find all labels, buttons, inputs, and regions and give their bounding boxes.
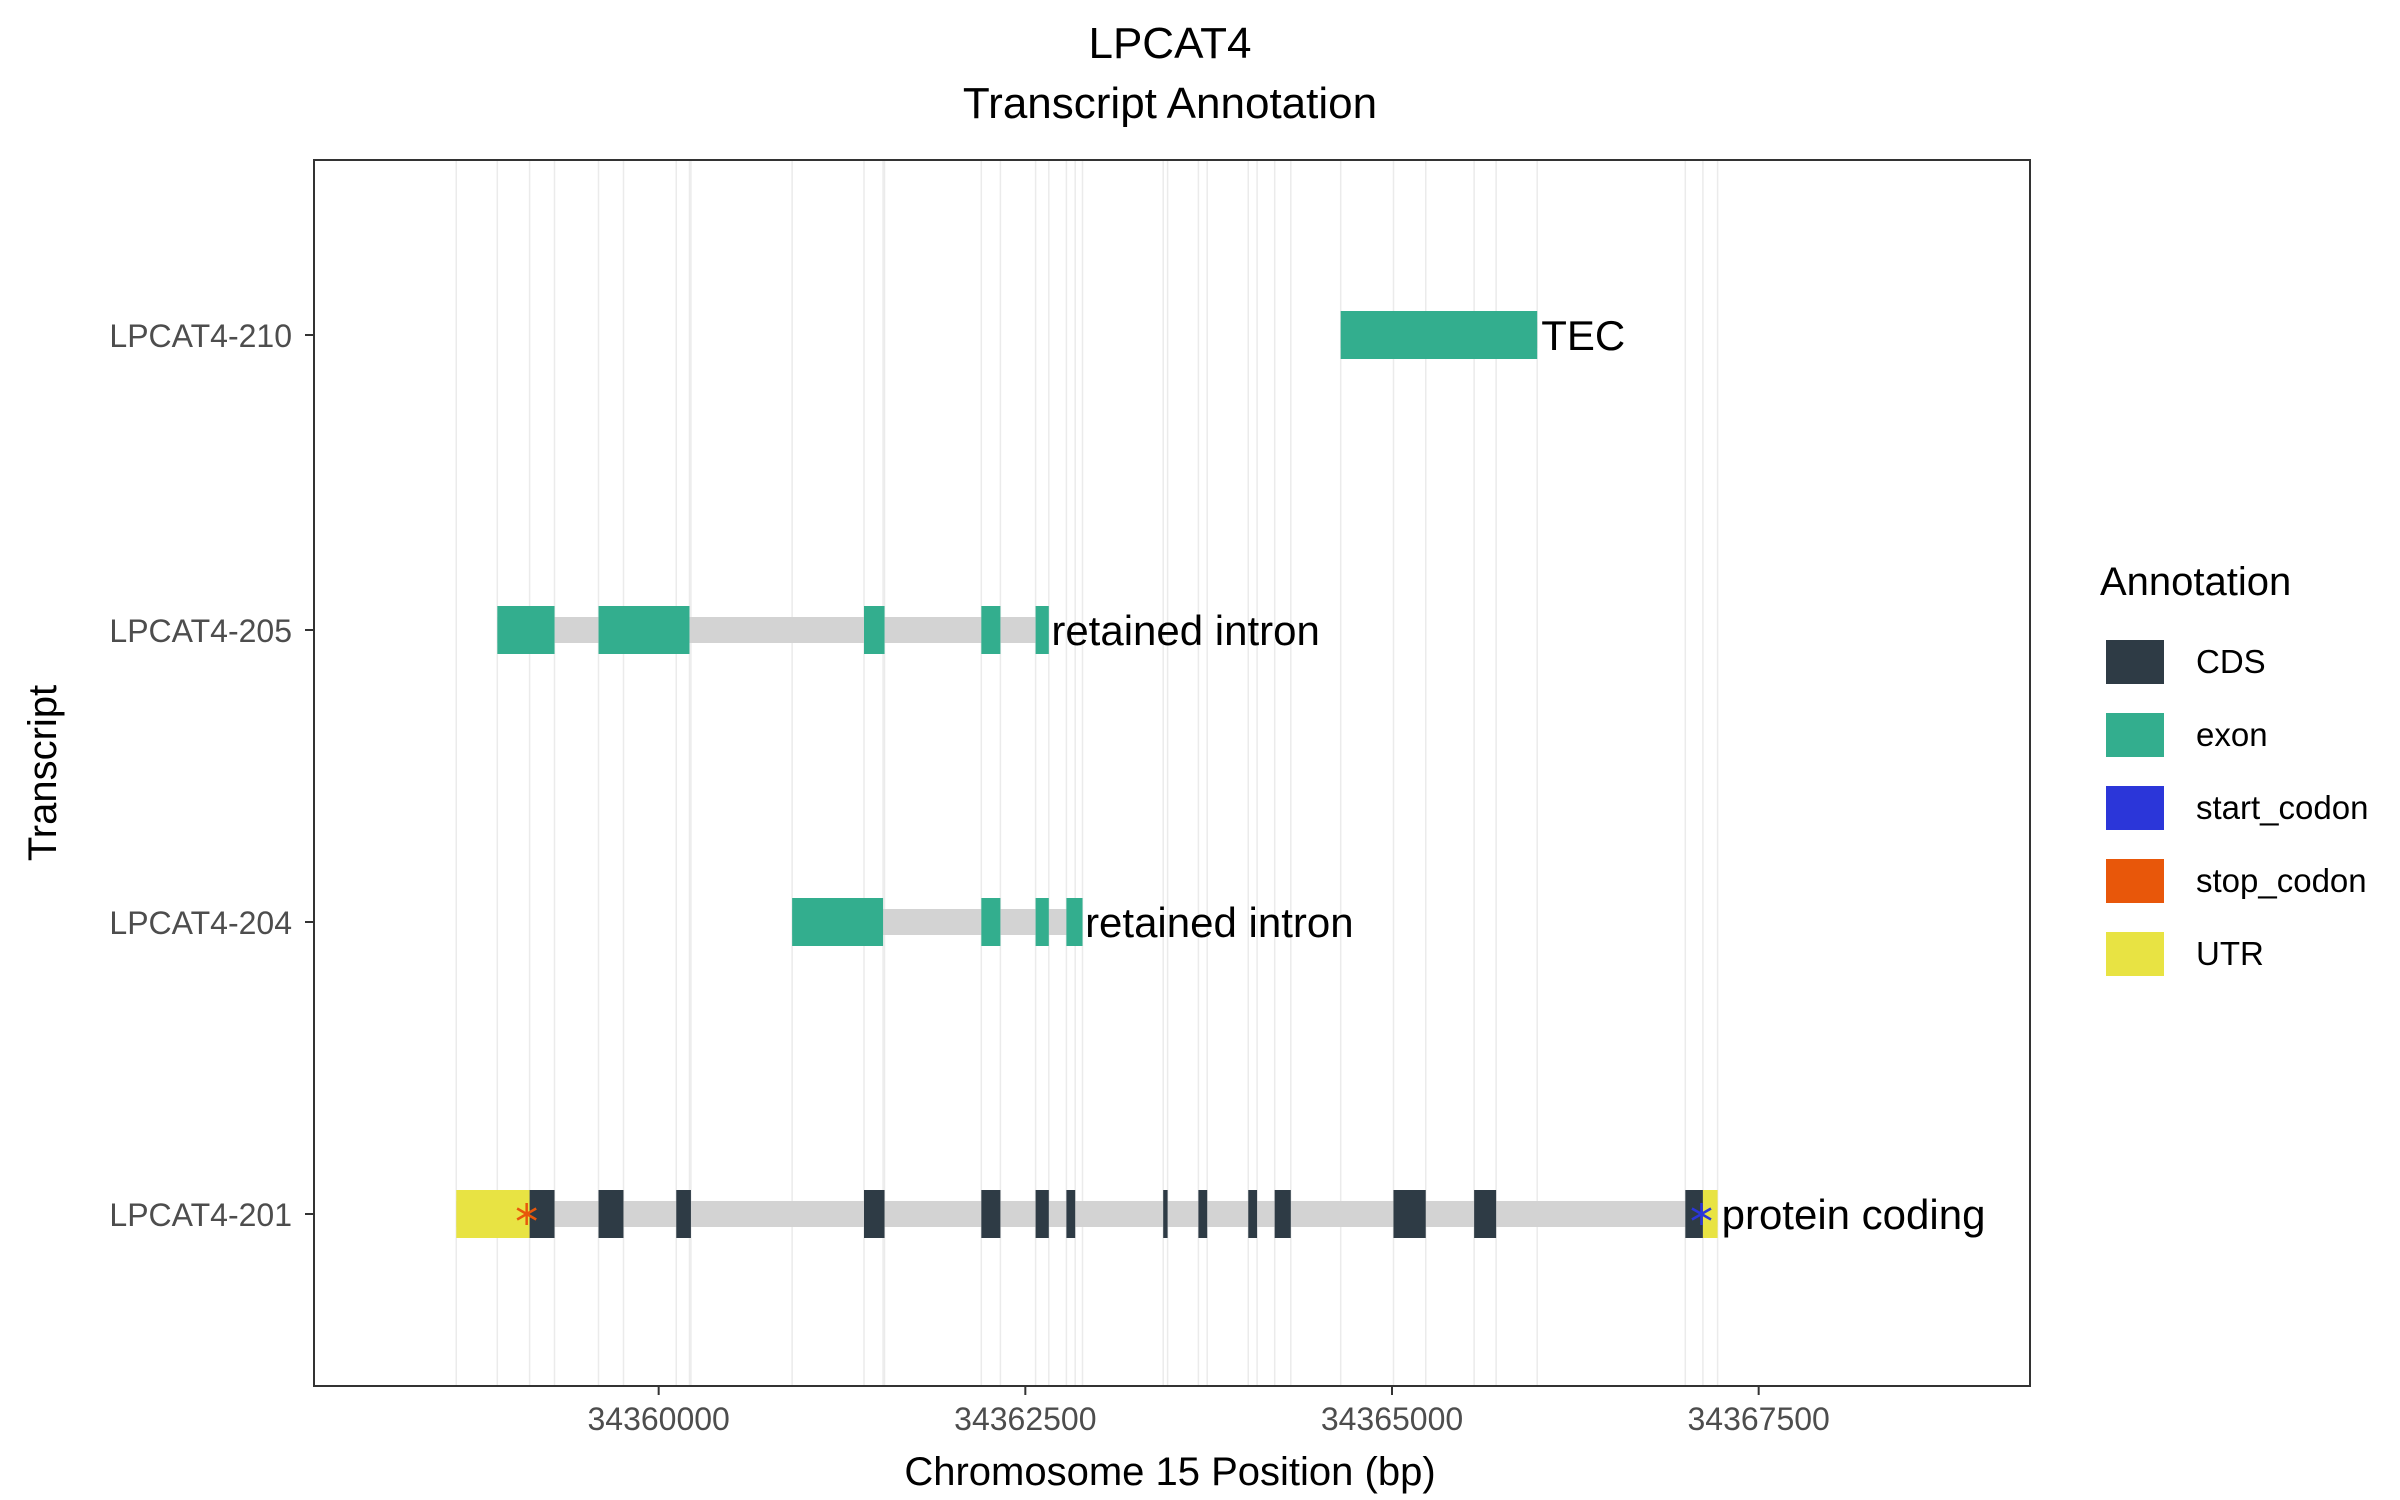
cds-block — [1474, 1190, 1497, 1238]
grid-layer — [455, 160, 1719, 1386]
biotype-label: retained intron — [1051, 607, 1320, 654]
x-axis: 34360000 34362500 34365000 34367500 — [587, 1386, 1830, 1437]
legend-label: start_codon — [2196, 789, 2368, 826]
exon-block — [981, 898, 1001, 946]
x-tick-label: 34367500 — [1687, 1401, 1829, 1437]
biotype-label: retained intron — [1085, 899, 1354, 946]
cds-block — [1248, 1190, 1258, 1238]
panel-border — [313, 159, 2031, 1387]
legend-title: Annotation — [2100, 560, 2291, 604]
intron-line — [497, 617, 1048, 643]
stop-codon-marker — [516, 1203, 537, 1225]
legend-swatch-start-codon — [2106, 786, 2164, 830]
x-tick-label: 34365000 — [1321, 1401, 1463, 1437]
cds-block — [981, 1190, 1001, 1238]
cds-block — [676, 1190, 691, 1238]
y-tick-label: LPCAT4-201 — [109, 1197, 292, 1233]
cds-block — [864, 1190, 885, 1238]
exon-block — [598, 606, 690, 654]
utr-block — [456, 1190, 530, 1238]
intron-line — [456, 1201, 1718, 1227]
y-axis: LPCAT4-210 LPCAT4-205 LPCAT4-204 LPCAT4-201 — [109, 318, 314, 1233]
exon-block — [1340, 311, 1538, 359]
codon-layer — [516, 1203, 1712, 1225]
exon-block — [864, 606, 885, 654]
legend-swatch-utr — [2106, 932, 2164, 976]
cds-block — [1163, 1190, 1168, 1238]
panel-background — [314, 160, 2030, 1386]
x-tick-label: 34360000 — [587, 1401, 729, 1437]
biotype-label-layer: TEC retained intron retained intron protein… — [1051, 312, 1985, 1238]
legend-label: UTR — [2196, 935, 2264, 972]
x-axis-title: Chromosome 15 Position (bp) — [904, 1450, 1435, 1494]
legend-label: stop_codon — [2196, 862, 2367, 899]
biotype-label: TEC — [1541, 312, 1625, 359]
cds-block — [1393, 1190, 1426, 1238]
y-axis-title: Transcript — [21, 685, 65, 861]
marker-stroke — [1691, 1207, 1712, 1221]
cds-block — [1685, 1190, 1703, 1238]
y-tick-label: LPCAT4-205 — [109, 613, 292, 649]
feature-layer — [456, 311, 1718, 1238]
legend-label: CDS — [2196, 643, 2266, 680]
exon-block — [1035, 606, 1049, 654]
start-codon-marker — [1691, 1203, 1712, 1225]
marker-stroke — [516, 1207, 537, 1221]
exon-block — [1066, 898, 1083, 946]
legend-swatch-stop-codon — [2106, 859, 2164, 903]
legend-swatch-cds — [2106, 640, 2164, 684]
cds-block — [1066, 1190, 1076, 1238]
y-tick-label: LPCAT4-210 — [109, 318, 292, 354]
biotype-label: protein coding — [1722, 1191, 1986, 1238]
exon-block — [792, 898, 884, 946]
x-tick-label: 34362500 — [954, 1401, 1096, 1437]
exon-block — [497, 606, 555, 654]
legend-swatch-exon — [2106, 713, 2164, 757]
cds-block — [1198, 1190, 1208, 1238]
exon-block — [981, 606, 1001, 654]
cds-block — [1274, 1190, 1291, 1238]
legend: Annotation CDS exon start_codon stop_codon U… — [2100, 560, 2368, 976]
chart-subtitle: Transcript Annotation — [963, 79, 1377, 128]
y-tick-label: LPCAT4-204 — [109, 905, 292, 941]
chart-title: LPCAT4 — [1088, 19, 1251, 68]
cds-block — [598, 1190, 624, 1238]
cds-block — [1035, 1190, 1049, 1238]
legend-label: exon — [2196, 716, 2268, 753]
utr-block — [1702, 1190, 1718, 1238]
exon-block — [1035, 898, 1049, 946]
cds-block — [529, 1190, 555, 1238]
